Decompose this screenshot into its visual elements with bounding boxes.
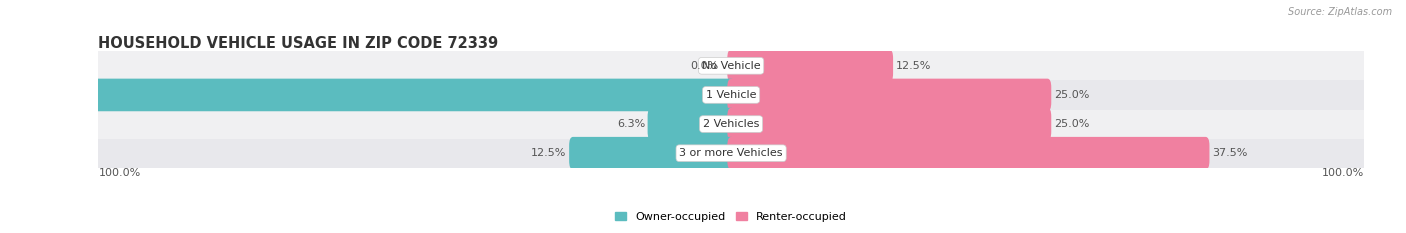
- Text: No Vehicle: No Vehicle: [702, 61, 761, 71]
- Text: HOUSEHOLD VEHICLE USAGE IN ZIP CODE 72339: HOUSEHOLD VEHICLE USAGE IN ZIP CODE 7233…: [98, 36, 499, 51]
- Bar: [98, 139, 1364, 168]
- FancyBboxPatch shape: [727, 49, 893, 82]
- FancyBboxPatch shape: [569, 137, 735, 170]
- Bar: [98, 110, 1364, 139]
- Bar: [98, 51, 1364, 80]
- FancyBboxPatch shape: [727, 79, 1052, 111]
- Text: 12.5%: 12.5%: [531, 148, 567, 158]
- FancyBboxPatch shape: [648, 108, 735, 140]
- Bar: [98, 80, 1364, 110]
- Text: 2 Vehicles: 2 Vehicles: [703, 119, 759, 129]
- Text: 1 Vehicle: 1 Vehicle: [706, 90, 756, 100]
- Text: 12.5%: 12.5%: [896, 61, 931, 71]
- Text: Source: ZipAtlas.com: Source: ZipAtlas.com: [1288, 7, 1392, 17]
- Text: 25.0%: 25.0%: [1054, 119, 1090, 129]
- Text: 6.3%: 6.3%: [617, 119, 645, 129]
- FancyBboxPatch shape: [727, 108, 1052, 140]
- Text: 3 or more Vehicles: 3 or more Vehicles: [679, 148, 783, 158]
- Legend: Owner-occupied, Renter-occupied: Owner-occupied, Renter-occupied: [610, 207, 852, 226]
- FancyBboxPatch shape: [0, 79, 735, 111]
- Text: 37.5%: 37.5%: [1212, 148, 1247, 158]
- Text: 25.0%: 25.0%: [1054, 90, 1090, 100]
- Text: 100.0%: 100.0%: [1322, 168, 1364, 178]
- Text: 0.0%: 0.0%: [690, 61, 718, 71]
- Text: 100.0%: 100.0%: [98, 168, 141, 178]
- FancyBboxPatch shape: [727, 137, 1209, 170]
